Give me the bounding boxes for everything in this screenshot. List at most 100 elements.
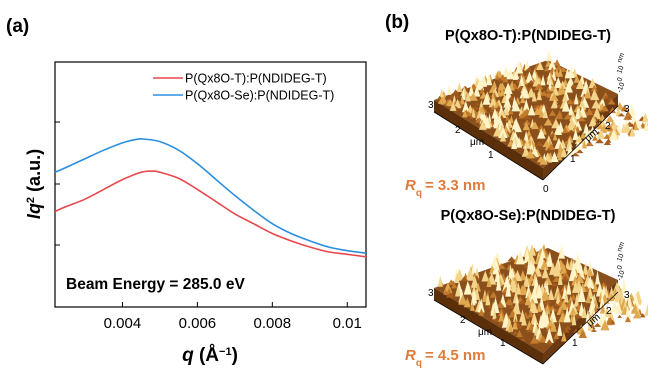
afm-peak — [561, 331, 567, 342]
afm-peak — [511, 137, 517, 150]
afm-peak — [460, 86, 469, 96]
afm-peak — [522, 140, 532, 149]
afm-peak — [551, 282, 558, 287]
afm-x-tick: 2 — [460, 315, 466, 326]
afm-peak — [596, 121, 604, 130]
afm-image-1: 3 2 μm 1 0 1 μm 2 3 nm 10 0 -10 — [428, 50, 648, 195]
afm-peak — [624, 304, 631, 321]
afm-unit: μm — [478, 327, 492, 338]
afm-peak — [446, 84, 452, 95]
afm-peak — [542, 140, 551, 147]
afm-peak — [608, 286, 615, 298]
afm-peak — [578, 329, 587, 339]
afm-peak — [564, 80, 573, 93]
afm-z-tick: 0 — [616, 77, 624, 83]
afm-y-tick: 1 — [572, 338, 578, 349]
afm-peak — [520, 337, 526, 342]
afm-peak — [539, 157, 548, 165]
afm-peak — [571, 312, 577, 326]
afm-peak — [504, 106, 510, 116]
afm-peak — [493, 117, 500, 129]
afm-peak — [540, 74, 546, 86]
afm-peak — [607, 97, 614, 101]
afm-peaks — [437, 243, 648, 345]
afm-peak — [547, 288, 555, 300]
afm-peak — [605, 115, 615, 123]
afm-peak — [499, 132, 507, 142]
afm-peak — [460, 276, 469, 282]
afm-peak — [607, 292, 616, 302]
afm-peak — [492, 306, 497, 320]
afm-peak — [593, 322, 602, 327]
afm-peak — [469, 115, 474, 120]
afm-peak — [478, 99, 484, 110]
afm-axis-y — [542, 105, 619, 181]
rq-value: = 4.5 nm — [425, 347, 485, 364]
afm-peak — [543, 66, 550, 72]
afm-peak — [625, 113, 630, 121]
beam-energy-annotation: Beam Energy = 285.0 eV — [66, 276, 245, 293]
afm-peak — [611, 298, 618, 313]
afm-peak — [565, 258, 570, 270]
afm-peak — [574, 125, 581, 133]
afm-peak — [552, 85, 560, 96]
legend: P(Qx8O-T):P(NDIDEG-T) P(Qx8O-Se):P(NDIDE… — [153, 72, 334, 103]
afm-peak — [495, 275, 502, 291]
afm-peak — [529, 336, 539, 344]
afm-peak — [447, 279, 455, 285]
afm-x-tick: 2 — [455, 125, 461, 136]
afm-peak — [576, 116, 586, 122]
afm-peak — [553, 264, 562, 277]
afm-peak — [599, 303, 606, 314]
afm-peak — [536, 128, 546, 139]
x-tick-label: 0.006 — [179, 315, 217, 332]
afm-peak — [498, 126, 508, 139]
afm-peak — [521, 314, 527, 326]
x-axis-title: q (Å−1) — [182, 345, 238, 366]
afm-peak — [463, 297, 471, 308]
afm-peak — [560, 86, 566, 95]
afm-peak — [622, 299, 629, 312]
afm-peak — [538, 124, 545, 132]
afm-peak — [573, 140, 583, 153]
afm-x-tick: 1 — [500, 338, 506, 349]
afm-peak — [522, 122, 531, 131]
rq-label-2: Rq = 4.5 nm — [405, 347, 485, 369]
afm-peak — [539, 90, 549, 96]
afm-peak — [505, 282, 512, 297]
afm-peak — [531, 121, 539, 130]
afm-peak — [511, 302, 522, 315]
afm-peak — [585, 275, 595, 290]
afm-peak — [543, 118, 553, 126]
afm-peak — [553, 59, 561, 66]
afm-peak — [517, 72, 526, 78]
afm-peak — [524, 67, 534, 72]
afm-z-unit: nm — [616, 52, 626, 64]
afm-title-2: P(Qx8O-Se):P(NDIDEG-T) — [441, 208, 616, 224]
afm-peak — [546, 147, 552, 151]
afm-peak — [582, 140, 587, 149]
afm-peak — [571, 152, 580, 157]
afm-peak — [574, 314, 583, 319]
afm-peak — [607, 99, 616, 105]
afm-peak — [481, 270, 490, 282]
afm-peak — [615, 299, 623, 315]
afm-peak — [595, 138, 605, 144]
afm-peak — [449, 101, 457, 111]
afm-peak — [490, 104, 496, 110]
afm-peak — [573, 74, 581, 83]
afm-peak — [609, 106, 616, 114]
afm-peak — [620, 277, 627, 294]
afm-surface-side-left — [434, 288, 543, 364]
afm-peak — [582, 262, 589, 275]
afm-peak — [561, 99, 571, 112]
afm-peak — [560, 147, 568, 158]
afm-peak — [490, 93, 496, 102]
afm-peak — [536, 90, 542, 101]
afm-peak — [461, 110, 468, 118]
afm-peak — [603, 133, 611, 139]
afm-peak — [552, 133, 558, 141]
afm-peak — [536, 301, 542, 312]
afm-peak — [491, 80, 498, 89]
afm-peak — [515, 62, 524, 74]
